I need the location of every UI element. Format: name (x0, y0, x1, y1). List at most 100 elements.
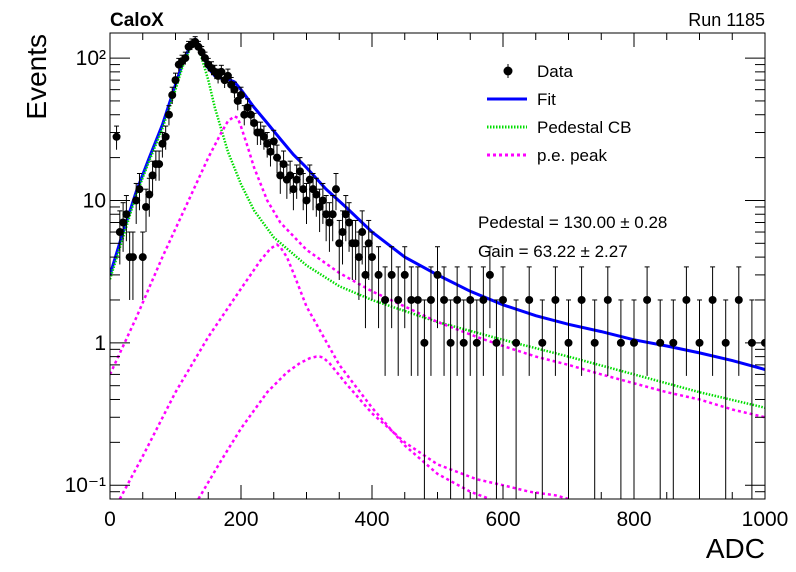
data-point (305, 164, 314, 199)
data-point (682, 266, 691, 376)
data-point (747, 299, 756, 499)
gain-fit-result: Gain = 63.22 ± 2.27 (478, 242, 628, 261)
data-point (112, 125, 121, 150)
pedestal-cb-curve (110, 39, 765, 409)
data-point (564, 299, 573, 499)
data-point (656, 299, 665, 499)
data-point (273, 144, 282, 174)
data-points (112, 36, 765, 499)
experiment-label: CaloX (110, 10, 164, 31)
data-point (325, 202, 334, 252)
data-point (708, 266, 717, 376)
data-point (341, 195, 350, 242)
data-point (485, 246, 494, 329)
x-tick-label: 400 (354, 508, 389, 531)
data-point (322, 195, 331, 242)
data-point (413, 266, 422, 376)
data-point (168, 86, 177, 104)
data-point (387, 246, 396, 329)
data-point (616, 299, 625, 499)
data-point (358, 210, 367, 265)
x-tick-label: 600 (485, 508, 520, 531)
data-point (551, 266, 560, 376)
x-tick-label: 800 (616, 508, 651, 531)
data-point (466, 266, 475, 376)
data-point (381, 266, 390, 376)
data-point (135, 172, 144, 211)
data-point (577, 266, 586, 376)
data-point (279, 150, 288, 181)
data-point (440, 266, 449, 376)
data-point (315, 188, 324, 233)
data-point (420, 299, 429, 499)
p-e-peak-2-curve (118, 243, 491, 499)
legend-label-data: Data (537, 62, 573, 81)
data-point (374, 246, 383, 329)
y-tick-label: 10⁻¹ (65, 474, 106, 497)
data-point (492, 299, 501, 499)
x-axis-title: ADC (706, 533, 765, 564)
data-point (512, 299, 521, 499)
pedestal-fit-result: Pedestal = 130.00 ± 0.28 (478, 213, 667, 232)
data-point (453, 266, 462, 376)
data-point (394, 266, 403, 376)
data-point (269, 129, 278, 155)
data-point (164, 105, 173, 126)
y-tick-label: 10 (83, 189, 106, 212)
data-point (328, 195, 337, 242)
data-point (525, 266, 534, 376)
data-point (479, 266, 488, 376)
data-point (400, 246, 409, 329)
y-tick-label: 10² (76, 47, 106, 70)
plot-area (110, 36, 765, 499)
run-label: Run 1185 (688, 10, 765, 30)
data-point (312, 177, 321, 217)
data-point (499, 266, 507, 376)
data-point (237, 86, 245, 104)
axis-tick-labels: 0 200 400 600 800 1000 10⁻¹ 1 10 10² (65, 47, 789, 531)
data-point (309, 172, 318, 211)
data-point (318, 182, 327, 224)
p-e-peak-1-curve (110, 114, 765, 419)
data-point (630, 299, 638, 499)
data-point (128, 231, 137, 300)
legend: Data Fit Pedestal CB p.e. peak (487, 62, 632, 165)
data-point (122, 195, 131, 242)
data-point (538, 299, 547, 499)
data-point (230, 81, 239, 99)
data-point (472, 299, 481, 499)
legend-label-pedestal: Pedestal CB (537, 118, 632, 137)
legend-label-pe-peak: p.e. peak (537, 146, 607, 165)
data-point (351, 219, 360, 280)
data-point (734, 266, 743, 376)
data-point (299, 172, 308, 211)
x-tick-label: 1000 (742, 508, 789, 531)
legend-marker-data (503, 64, 513, 78)
data-point (368, 231, 376, 300)
data-point (138, 231, 147, 300)
data-point (695, 299, 704, 499)
data-point (148, 160, 157, 194)
axis-ticks (109, 33, 766, 500)
data-point (590, 299, 599, 499)
data-point (433, 246, 442, 329)
p-e-peak-3-curve (197, 355, 569, 499)
x-tick-label: 0 (104, 508, 116, 531)
y-axis-title: Events (21, 34, 52, 120)
data-point (119, 202, 128, 252)
data-point (446, 299, 455, 499)
data-point (181, 51, 190, 65)
data-point (171, 72, 180, 88)
data-point (302, 182, 311, 224)
data-point (669, 299, 678, 499)
data-point (459, 299, 468, 499)
data-point (331, 172, 340, 211)
data-point (426, 266, 435, 376)
data-point (721, 299, 730, 499)
data-point (603, 266, 612, 376)
data-point (338, 210, 347, 265)
legend-label-fit: Fit (537, 90, 556, 109)
data-point (407, 266, 416, 376)
x-tick-label: 200 (223, 508, 258, 531)
